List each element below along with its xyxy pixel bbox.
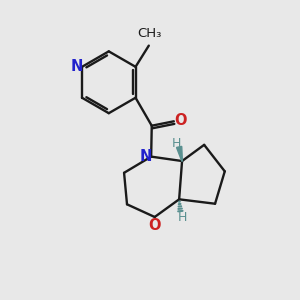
Text: O: O [174,113,187,128]
Text: CH₃: CH₃ [137,27,162,40]
Polygon shape [176,146,182,161]
Text: N: N [71,59,83,74]
Text: H: H [177,212,187,224]
Text: H: H [172,137,181,150]
Text: O: O [148,218,161,232]
Text: N: N [140,148,152,164]
